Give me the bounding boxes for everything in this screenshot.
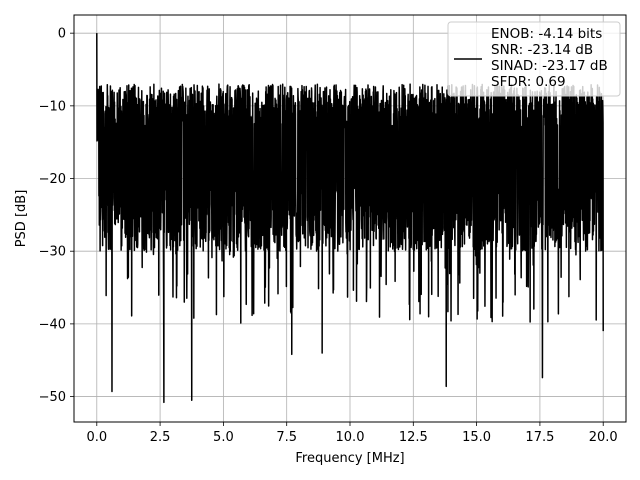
x-tick-label: 7.5 — [276, 430, 297, 445]
x-tick-label: 5.0 — [213, 430, 234, 445]
x-axis-label: Frequency [MHz] — [295, 451, 404, 466]
y-tick-label: −40 — [39, 317, 66, 332]
y-tick-label: −10 — [39, 99, 66, 114]
x-tick-label: 10.0 — [336, 430, 365, 445]
x-tick-label: 2.5 — [150, 430, 171, 445]
x-tick-label: 0.0 — [86, 430, 107, 445]
y-tick-label: −30 — [39, 245, 66, 260]
legend: ENOB: -4.14 bits SNR: -23.14 dB SINAD: -… — [447, 21, 621, 97]
y-tick-label: −50 — [39, 390, 66, 405]
legend-snr: SNR: -23.14 dB — [491, 42, 593, 58]
legend-sfdr: SFDR: 0.69 — [491, 74, 566, 90]
legend-sinad: SINAD: -23.17 dB — [491, 58, 608, 74]
x-tick-label: 20.0 — [589, 430, 618, 445]
y-axis-ticks: 0 −10 −20 −30 −40 −50 — [39, 27, 74, 405]
psd-series-line — [96, 33, 604, 404]
x-axis-ticks: 0.0 2.5 5.0 7.5 10.0 12.5 15.0 17.5 20.0 — [86, 422, 618, 445]
y-axis-label: PSD [dB] — [14, 190, 29, 248]
x-tick-label: 12.5 — [399, 430, 428, 445]
legend-enob: ENOB: -4.14 bits — [491, 26, 602, 42]
plot-area — [96, 33, 604, 404]
legend-box — [447, 21, 621, 97]
y-tick-label: 0 — [58, 27, 66, 42]
x-tick-label: 15.0 — [462, 430, 491, 445]
x-tick-label: 17.5 — [525, 430, 554, 445]
y-tick-label: −20 — [39, 172, 66, 187]
